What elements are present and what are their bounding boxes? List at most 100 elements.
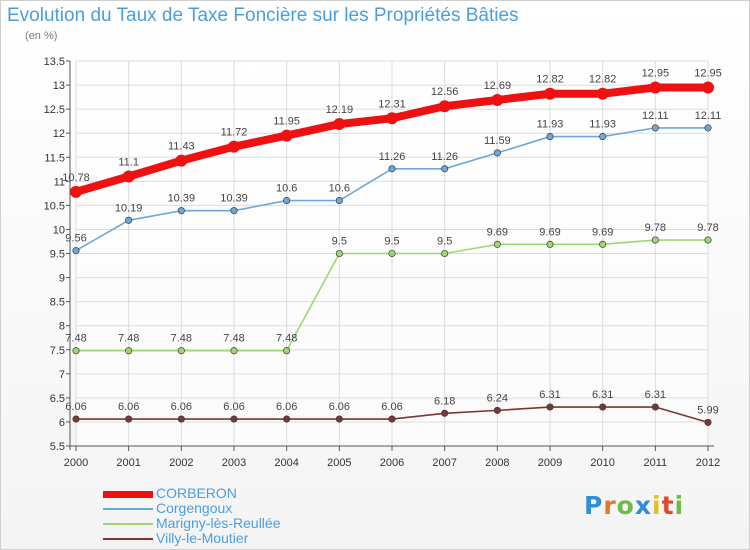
data-label: 11.26 (379, 151, 406, 163)
data-label: 9.56 (65, 233, 86, 245)
legend-item-corgengoux[interactable]: Corgengoux (103, 500, 403, 517)
data-label: 10.6 (329, 183, 350, 195)
data-point (388, 415, 396, 423)
data-label: 7.48 (276, 333, 297, 345)
data-label: 12.11 (695, 110, 722, 122)
data-label: 7.48 (65, 333, 86, 345)
x-tick-label: 2011 (644, 457, 668, 469)
legend-label-villy: Villy-le-Moutier (156, 530, 249, 546)
data-label: 12.82 (589, 74, 617, 86)
x-tick-label: 2012 (696, 457, 720, 469)
data-point (228, 140, 240, 153)
data-point (493, 406, 501, 414)
data-point (230, 415, 238, 423)
y-tick-label: 8 (59, 321, 65, 333)
data-point (70, 185, 82, 198)
data-label: 5.99 (697, 404, 718, 416)
legend-swatch-corberon (103, 491, 153, 498)
x-tick-label: 2000 (64, 457, 88, 469)
data-label: 12.95 (642, 67, 670, 79)
proxiti-logo: Proxiti (584, 491, 685, 520)
data-point (651, 124, 659, 132)
data-label: 11.93 (589, 119, 616, 131)
data-label: 9.69 (592, 226, 613, 238)
data-point (491, 93, 504, 106)
data-point (651, 236, 659, 244)
data-label: 10.78 (62, 172, 90, 184)
data-point (493, 240, 501, 248)
data-label: 10.6 (276, 183, 297, 195)
data-point (544, 87, 556, 100)
legend-item-corberon[interactable]: CORBERON (103, 485, 403, 502)
data-point (438, 100, 451, 113)
data-point (125, 415, 133, 423)
series-corberon: 10.78 11.1 11.43 11.72 11.95 12.19 12.31 12.56 1… (62, 67, 722, 198)
data-label: 9.78 (645, 222, 666, 234)
data-point (388, 165, 396, 173)
data-point (72, 247, 80, 255)
data-point (177, 415, 185, 423)
y-tick-label: 8.5 (50, 297, 65, 309)
data-label: 6.06 (65, 401, 86, 413)
data-point (122, 170, 135, 183)
data-point (599, 403, 607, 411)
data-label: 9.5 (384, 236, 399, 248)
data-point (177, 347, 185, 355)
data-label: 6.06 (118, 401, 139, 413)
data-label: 11.95 (273, 116, 300, 128)
y-tick-label: 9 (59, 273, 65, 285)
y-tick-label: 10.5 (44, 200, 65, 212)
legend-swatch-villy (103, 538, 153, 540)
legend-item-villy[interactable]: Villy-le-Moutier (103, 530, 403, 547)
data-point (493, 149, 501, 157)
data-point (230, 207, 238, 215)
data-label: 9.69 (539, 226, 560, 238)
x-tick-label: 2002 (169, 457, 193, 469)
legend: CORBERON Corgengoux Marigny-lès-Reullée … (103, 485, 403, 547)
data-label: 12.56 (431, 86, 459, 98)
data-label: 6.06 (329, 401, 350, 413)
x-tick-label: 2004 (274, 457, 298, 469)
data-point (704, 124, 712, 132)
y-tick-label: 10 (53, 224, 65, 236)
data-point (335, 197, 343, 205)
data-label: 6.06 (276, 401, 297, 413)
legend-swatch-corgengoux (103, 508, 153, 510)
data-label: 11.93 (537, 119, 564, 131)
data-label: 12.11 (642, 110, 669, 122)
data-point (335, 415, 343, 423)
legend-item-marigny[interactable]: Marigny-lès-Reullée (103, 515, 403, 532)
legend-label-marigny: Marigny-lès-Reullée (156, 515, 281, 531)
series-marigny-l-s-reull-e: 7.48 7.48 7.48 7.48 7.48 9.5 9.5 9.5 9.69 9.69 9.6… (65, 222, 719, 355)
y-tick-label: 12.5 (44, 104, 65, 116)
data-label: 12.82 (536, 74, 564, 86)
y-tick-label: 5.5 (50, 441, 65, 453)
x-tick-label: 2010 (590, 457, 614, 469)
data-label: 6.06 (171, 401, 192, 413)
x-tick-label: 2007 (432, 457, 456, 469)
data-label: 7.48 (118, 333, 139, 345)
y-tick-label: 11.5 (44, 152, 65, 164)
data-point (546, 240, 554, 248)
data-label: 10.19 (115, 202, 143, 214)
data-label: 12.69 (484, 80, 512, 92)
data-point (230, 347, 238, 355)
data-label: 7.48 (171, 333, 192, 345)
data-point (441, 165, 449, 173)
data-label: 11.59 (484, 135, 511, 147)
x-tick-label: 2001 (116, 457, 140, 469)
data-point (335, 249, 343, 258)
data-point (441, 409, 449, 417)
data-point (596, 87, 609, 100)
legend-label-corgengoux: Corgengoux (156, 500, 233, 516)
data-label: 10.39 (168, 193, 196, 205)
data-point (388, 249, 396, 258)
data-point (704, 236, 712, 244)
data-label: 11.72 (221, 127, 248, 139)
data-label: 9.78 (697, 222, 718, 234)
data-label: 11.1 (118, 157, 139, 169)
data-point (175, 154, 188, 167)
x-tick-label: 2005 (327, 457, 351, 469)
data-label: 6.06 (223, 401, 244, 413)
